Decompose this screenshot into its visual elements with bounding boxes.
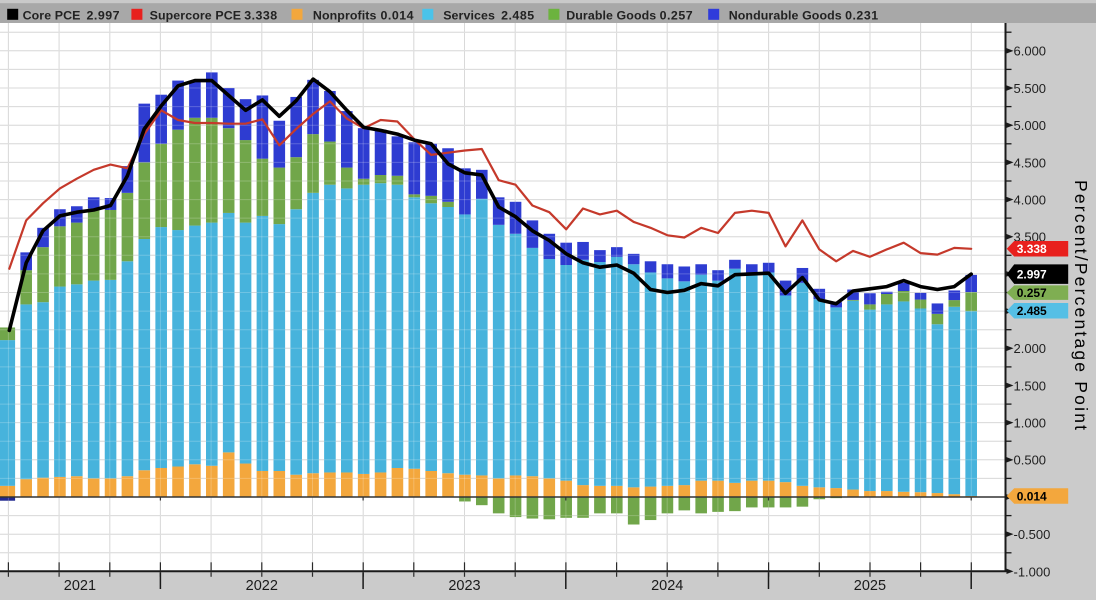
- svg-text:2023: 2023: [448, 578, 480, 594]
- svg-text:3.338: 3.338: [244, 8, 278, 22]
- svg-text:2025: 2025: [854, 578, 886, 594]
- svg-text:2024: 2024: [651, 578, 683, 594]
- svg-text:2.485: 2.485: [1017, 304, 1047, 318]
- svg-text:5.000: 5.000: [1014, 118, 1047, 133]
- svg-text:0.257: 0.257: [660, 8, 694, 22]
- svg-text:0.014: 0.014: [1017, 489, 1047, 503]
- svg-text:2022: 2022: [246, 578, 278, 594]
- svg-text:Core PCE: Core PCE: [23, 8, 81, 22]
- svg-text:2021: 2021: [64, 578, 96, 594]
- svg-text:Nondurable Goods: Nondurable Goods: [729, 8, 842, 22]
- svg-text:Nonprofits: Nonprofits: [313, 8, 377, 22]
- svg-text:-1.000: -1.000: [1014, 564, 1051, 579]
- svg-text:6.000: 6.000: [1014, 44, 1047, 59]
- svg-text:1.500: 1.500: [1014, 378, 1047, 393]
- svg-text:-0.500: -0.500: [1014, 527, 1051, 542]
- svg-text:4.500: 4.500: [1014, 155, 1047, 170]
- svg-text:3.500: 3.500: [1014, 230, 1047, 245]
- svg-text:2.000: 2.000: [1014, 341, 1047, 356]
- svg-text:2.997: 2.997: [1017, 267, 1047, 281]
- svg-text:Services: Services: [443, 8, 495, 22]
- svg-text:Durable Goods: Durable Goods: [566, 8, 656, 22]
- svg-text:0.257: 0.257: [1017, 286, 1047, 300]
- svg-text:0.014: 0.014: [381, 8, 415, 22]
- svg-text:Supercore PCE: Supercore PCE: [150, 8, 242, 22]
- svg-text:2.485: 2.485: [501, 8, 535, 22]
- svg-text:4.000: 4.000: [1014, 193, 1047, 208]
- svg-text:1.000: 1.000: [1014, 416, 1047, 431]
- svg-text:5.500: 5.500: [1014, 81, 1047, 96]
- svg-text:0.231: 0.231: [845, 8, 879, 22]
- svg-text:3.338: 3.338: [1017, 242, 1047, 256]
- svg-text:Percent/Percentage Point: Percent/Percentage Point: [1071, 180, 1091, 430]
- svg-text:0.500: 0.500: [1014, 453, 1047, 468]
- svg-text:2.997: 2.997: [87, 8, 121, 22]
